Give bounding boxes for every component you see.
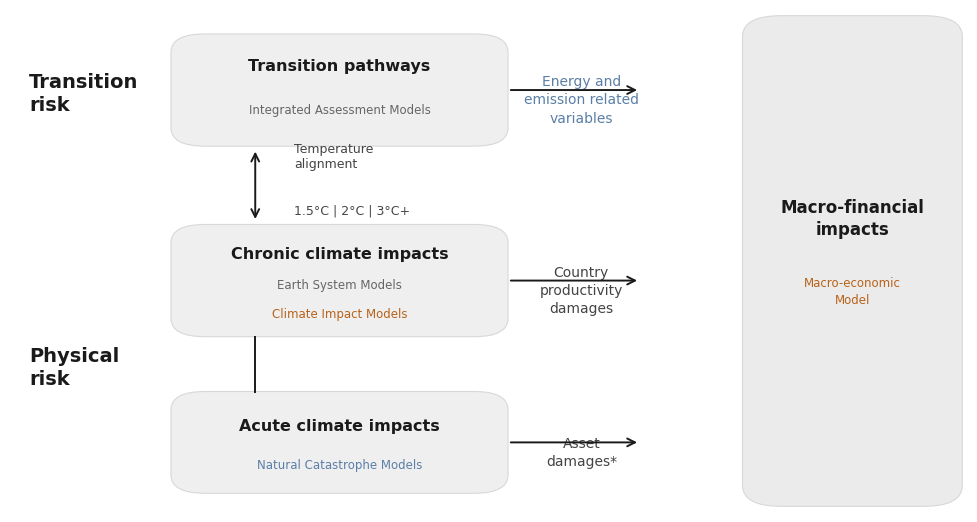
- Text: 1.5°C | 2°C | 3°C+: 1.5°C | 2°C | 3°C+: [294, 205, 410, 218]
- Text: Transition pathways: Transition pathways: [248, 59, 431, 74]
- Text: Transition
risk: Transition risk: [29, 73, 139, 115]
- Text: Asset
damages*: Asset damages*: [546, 436, 616, 469]
- Text: Chronic climate impacts: Chronic climate impacts: [231, 247, 448, 262]
- Text: Country
productivity
damages: Country productivity damages: [539, 266, 623, 316]
- FancyBboxPatch shape: [743, 16, 962, 506]
- Text: Macro-financial
impacts: Macro-financial impacts: [781, 199, 924, 240]
- FancyBboxPatch shape: [171, 224, 508, 337]
- FancyBboxPatch shape: [171, 392, 508, 493]
- Text: Climate Impact Models: Climate Impact Models: [272, 308, 407, 321]
- Text: Energy and
emission related
variables: Energy and emission related variables: [524, 75, 639, 126]
- Text: Earth System Models: Earth System Models: [277, 279, 402, 292]
- Text: Acute climate impacts: Acute climate impacts: [239, 419, 440, 434]
- Text: Natural Catastrophe Models: Natural Catastrophe Models: [257, 459, 422, 472]
- Text: Temperature
alignment: Temperature alignment: [294, 143, 373, 171]
- FancyBboxPatch shape: [171, 34, 508, 146]
- Text: Integrated Assessment Models: Integrated Assessment Models: [248, 104, 431, 117]
- Text: Physical
risk: Physical risk: [29, 347, 119, 389]
- Text: Macro-economic
Model: Macro-economic Model: [804, 277, 901, 307]
